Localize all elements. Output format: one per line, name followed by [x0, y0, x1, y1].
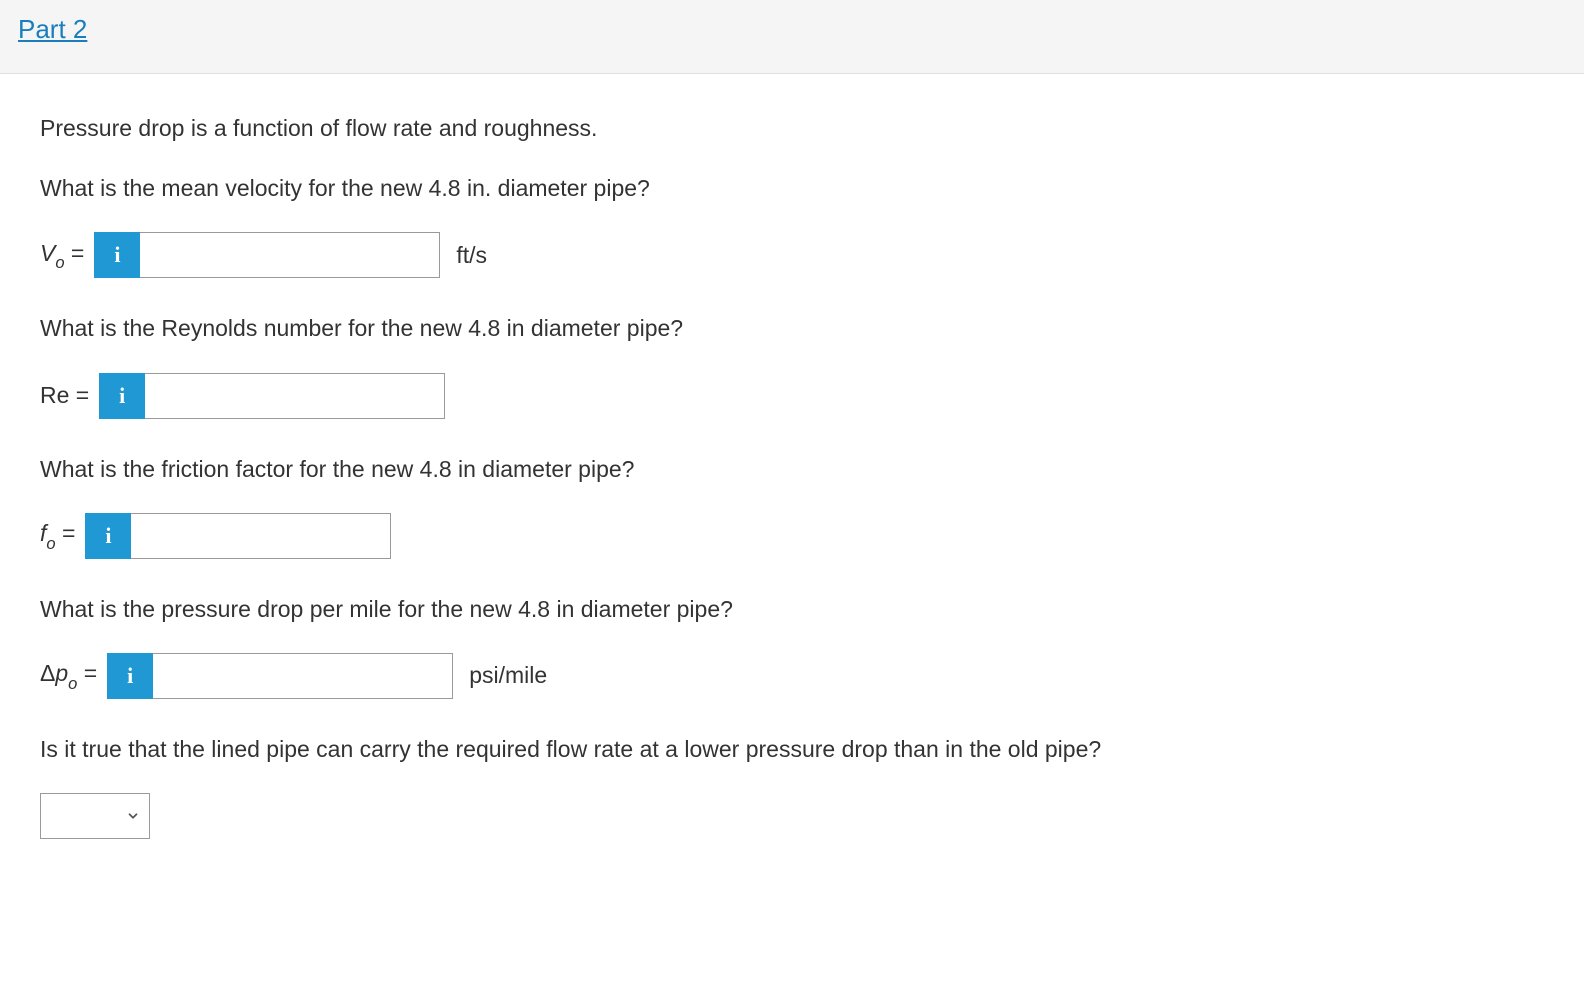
q1-var-sub: o — [55, 253, 64, 272]
info-button[interactable]: i — [99, 373, 145, 419]
q2-input-group: i — [99, 373, 445, 419]
q3-answer-input[interactable] — [131, 513, 391, 559]
part-header: Part 2 — [0, 0, 1584, 74]
info-button[interactable]: i — [85, 513, 131, 559]
q5-select-wrap — [40, 793, 150, 839]
q2-answer-input[interactable] — [145, 373, 445, 419]
q2-equals: = — [69, 382, 89, 408]
info-button[interactable]: i — [107, 653, 153, 699]
q1-var-label: Vo = — [40, 240, 84, 272]
q4-unit: psi/mile — [469, 662, 547, 689]
q3-prompt: What is the friction factor for the new … — [40, 453, 1544, 485]
q3-var-label: fo = — [40, 520, 75, 552]
q3-input-group: i — [85, 513, 391, 559]
q4-var-prefix: Δ — [40, 660, 55, 686]
q3-input-row: fo = i — [40, 513, 1544, 559]
intro-text: Pressure drop is a function of flow rate… — [40, 112, 1544, 144]
q1-equals: = — [65, 240, 85, 266]
q4-input-group: i — [107, 653, 453, 699]
q4-var-label: Δpo = — [40, 660, 97, 692]
q5-input-row — [40, 793, 1544, 839]
q2-var-main: Re — [40, 382, 69, 408]
q5-prompt: Is it true that the lined pipe can carry… — [40, 733, 1544, 765]
q4-input-row: Δpo = i psi/mile — [40, 653, 1544, 699]
q1-unit: ft/s — [456, 242, 487, 269]
q4-var-sub: o — [68, 674, 77, 693]
info-icon: i — [105, 523, 111, 549]
q4-var-main: p — [55, 660, 68, 686]
q3-var-sub: o — [46, 534, 55, 553]
q1-answer-input[interactable] — [140, 232, 440, 278]
q3-equals: = — [56, 520, 76, 546]
q4-answer-input[interactable] — [153, 653, 453, 699]
q2-prompt: What is the Reynolds number for the new … — [40, 312, 1544, 344]
part-link[interactable]: Part 2 — [18, 14, 87, 44]
q2-input-row: Re = i — [40, 373, 1544, 419]
info-icon: i — [127, 663, 133, 689]
info-icon: i — [119, 383, 125, 409]
q1-prompt: What is the mean velocity for the new 4.… — [40, 172, 1544, 204]
q1-var-main: V — [40, 240, 55, 266]
q2-var-label: Re = — [40, 382, 89, 409]
q4-prompt: What is the pressure drop per mile for t… — [40, 593, 1544, 625]
info-icon: i — [114, 242, 120, 268]
q1-input-group: i — [94, 232, 440, 278]
info-button[interactable]: i — [94, 232, 140, 278]
q5-select[interactable] — [40, 793, 150, 839]
q1-input-row: Vo = i ft/s — [40, 232, 1544, 278]
q4-equals: = — [77, 660, 97, 686]
content-area: Pressure drop is a function of flow rate… — [0, 74, 1584, 913]
